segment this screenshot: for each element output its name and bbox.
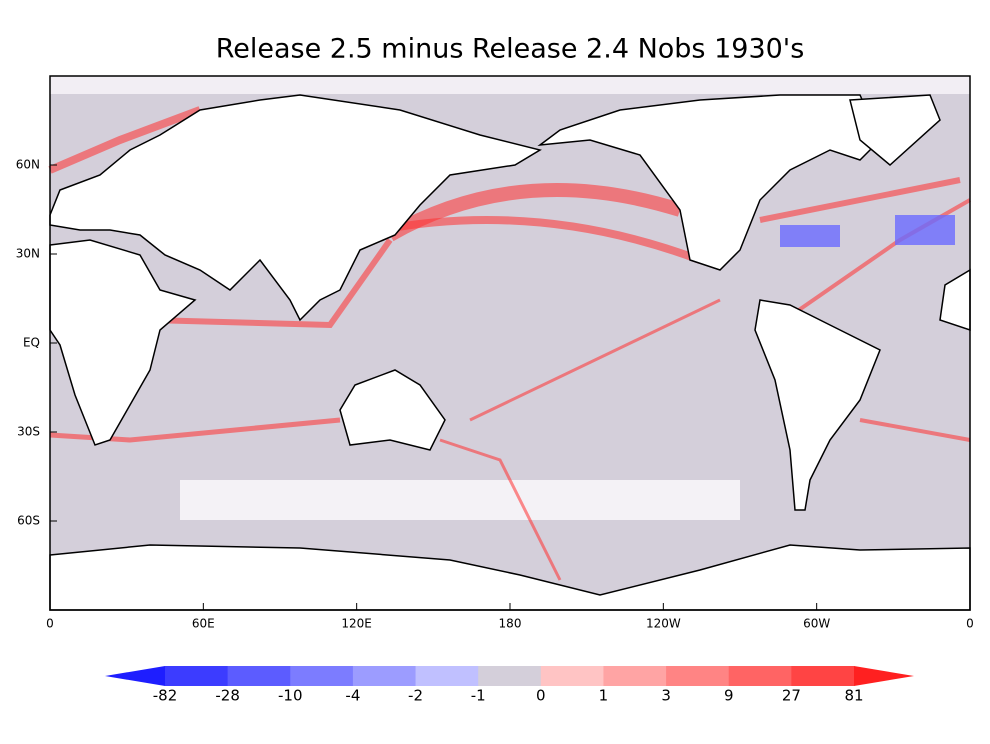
lane	[379, 216, 702, 264]
lane	[469, 298, 721, 422]
lane	[48, 106, 202, 174]
lane	[439, 438, 562, 581]
shipping-lanes	[48, 106, 971, 581]
x-tick-label: 60W	[803, 617, 830, 631]
colorbar-segment	[290, 666, 354, 686]
australia	[339, 369, 446, 451]
x-tick-label: 0	[46, 617, 54, 631]
colorbar-segment	[666, 666, 730, 686]
colorbar-label: 9	[724, 687, 734, 705]
north-america	[537, 94, 881, 271]
colorbar-label: -10	[278, 687, 303, 705]
x-tick-label: 180	[499, 617, 522, 631]
colorbar-segment	[791, 666, 855, 686]
southern-gap	[180, 480, 740, 520]
y-tick-label: 60N	[16, 158, 40, 172]
y-tick-label: EQ	[23, 336, 40, 350]
x-tick-label: 120W	[646, 617, 681, 631]
colorbar-segment	[540, 666, 604, 686]
south-america	[754, 299, 881, 511]
colorbar-segment	[165, 666, 229, 686]
colorbar-label: 3	[661, 687, 671, 705]
colorbar-arrow	[105, 666, 165, 686]
eurasia	[49, 94, 542, 322]
colorbar-label: -2	[408, 687, 423, 705]
y-tick-label: 30S	[17, 425, 40, 439]
coastlines	[49, 94, 971, 611]
lane	[759, 177, 961, 223]
arctic	[50, 76, 970, 94]
lane	[859, 418, 971, 442]
y-tick-label: 60S	[17, 514, 40, 528]
map-title: Release 2.5 minus Release 2.4 Nobs 1930'…	[216, 34, 805, 65]
colorbar-label: -4	[345, 687, 360, 705]
colorbar-label: -28	[215, 687, 240, 705]
colorbar-segment	[415, 666, 479, 686]
colorbar-label: 1	[599, 687, 609, 705]
x-tick-label: 0	[966, 617, 974, 631]
colorbar-label: -1	[471, 687, 486, 705]
colorbar-label: 27	[782, 687, 801, 705]
negative-patch	[780, 225, 840, 247]
africa	[49, 239, 197, 446]
map-body	[48, 75, 971, 611]
colorbar-label: 81	[844, 687, 863, 705]
colorbar-segment	[603, 666, 667, 686]
lane	[386, 183, 683, 242]
colorbar-arrow	[854, 666, 914, 686]
greenland	[849, 94, 941, 166]
colorbar-segment	[352, 666, 417, 686]
y-tick-label: 30N	[16, 247, 40, 261]
colorbar-label: -82	[153, 687, 178, 705]
colorbar-segment	[728, 666, 792, 686]
x-tick-label: 60E	[192, 617, 215, 631]
lane	[149, 238, 393, 329]
negative-patch	[895, 215, 955, 245]
colorbar-label: 0	[536, 687, 546, 705]
lane	[49, 417, 341, 443]
x-tick-label: 120E	[341, 617, 372, 631]
colorbar-segment	[227, 666, 291, 686]
colorbar-segment	[478, 666, 542, 686]
